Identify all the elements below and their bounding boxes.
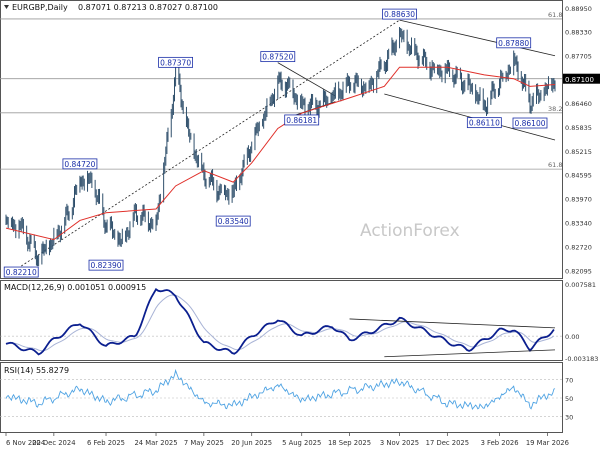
annotation-label: 0.82210 bbox=[6, 268, 37, 277]
rsi-tick-label: 70 bbox=[565, 377, 573, 385]
date-tick-label: 3 Feb 2026 bbox=[481, 439, 519, 447]
macd-signal-line bbox=[5, 294, 555, 352]
fib-label: 38.2 bbox=[548, 105, 562, 113]
ma-line bbox=[5, 66, 556, 241]
price-tick-label: 0.84595 bbox=[565, 172, 592, 180]
date-tick-label: 7 May 2025 bbox=[184, 439, 224, 447]
dropdown-triangle-icon[interactable] bbox=[4, 5, 9, 9]
price-tick-label: 0.85215 bbox=[565, 148, 592, 156]
watermark: ActionForex bbox=[360, 221, 460, 241]
annotation-label: 0.82390 bbox=[91, 261, 122, 270]
macd-line bbox=[5, 288, 555, 356]
annotation-box bbox=[88, 259, 124, 271]
channel-upper-line bbox=[399, 19, 556, 57]
price-panel-frame bbox=[0, 0, 563, 279]
price-tick-label: 0.83970 bbox=[565, 196, 592, 204]
current-price-tag bbox=[563, 73, 600, 84]
macd-tick-label: -0.003183 bbox=[565, 355, 598, 363]
rsi-panel-frame bbox=[0, 362, 563, 433]
ohlc-values: 0.87071 0.87213 0.87027 0.87100 bbox=[78, 3, 218, 12]
date-tick-label: 5 Aug 2025 bbox=[282, 439, 321, 447]
macd-upper-trendline bbox=[349, 318, 556, 329]
rising-trendline bbox=[21, 19, 400, 267]
date-tick-label: 17 Dec 2025 bbox=[426, 439, 469, 447]
price-annotations: 0.82210 0.84720 0.82390 0.87370 0.83540 0.875… bbox=[3, 8, 548, 278]
price-tick-label: 0.82720 bbox=[565, 244, 592, 252]
macd-indicator: 0.007581 0.00 -0.003183 bbox=[0, 281, 598, 363]
annotation-label: 0.84720 bbox=[64, 160, 95, 169]
date-tick-label: 24 Mar 2025 bbox=[134, 439, 177, 447]
rsi-tick-label: 50 bbox=[565, 395, 573, 403]
annotation-box bbox=[284, 114, 320, 126]
price-axis: 0.88950 0.88330 0.87705 0.87100 0.86460 0.858… bbox=[563, 5, 600, 275]
rsi-header: RSI(14) 55.8279 bbox=[4, 366, 69, 375]
date-tick-label: 6 Nov 2024 bbox=[6, 439, 45, 447]
annotation-label: 0.87370 bbox=[160, 58, 191, 67]
macd-header: MACD(12,26,9) 0.001051 0.000915 bbox=[4, 283, 146, 292]
price-tick-label: 0.82095 bbox=[565, 267, 592, 275]
annotation-label: 0.86100 bbox=[514, 119, 545, 128]
channel-lower-line bbox=[384, 93, 556, 141]
price-tick-label: 0.87100 bbox=[565, 76, 594, 84]
price-tick-label: 0.85835 bbox=[565, 124, 592, 132]
annotation-label: 0.88630 bbox=[384, 10, 415, 19]
date-tick-label: 20 Jun 2025 bbox=[231, 439, 272, 447]
price-bars bbox=[5, 27, 556, 267]
macd-tick-label: 0.007581 bbox=[565, 281, 596, 289]
triangle-upper-line bbox=[277, 62, 336, 97]
price-tick-label: 0.86460 bbox=[565, 100, 592, 108]
annotation-box bbox=[382, 8, 417, 20]
date-tick-label: 18 Sep 2025 bbox=[328, 439, 371, 447]
price-tick-label: 0.88330 bbox=[565, 29, 592, 37]
date-tick-label: 6 Feb 2025 bbox=[87, 439, 125, 447]
annotation-box bbox=[158, 56, 193, 68]
price-tick-label: 0.83340 bbox=[565, 220, 592, 228]
annotation-box bbox=[62, 158, 98, 170]
annotation-label: 0.86110 bbox=[469, 119, 500, 128]
annotation-label: 0.87880 bbox=[498, 39, 529, 48]
rsi-indicator: 70 50 30 bbox=[0, 368, 573, 421]
annotation-box bbox=[215, 215, 251, 227]
level-lines: 61.8 38.2 61.8 bbox=[0, 11, 562, 170]
macd-lower-trendline bbox=[384, 349, 556, 358]
moving-average bbox=[5, 66, 556, 241]
annotation-box bbox=[466, 117, 502, 129]
annotation-label: 0.87520 bbox=[262, 53, 293, 62]
macd-panel-frame bbox=[0, 280, 563, 361]
rsi-tick-label: 30 bbox=[565, 413, 573, 421]
price-tick-label: 0.88950 bbox=[565, 5, 592, 13]
annotation-label: 0.83540 bbox=[218, 217, 249, 226]
price-tick-label: 0.87705 bbox=[565, 53, 592, 61]
fib-label: 61.8 bbox=[548, 11, 562, 19]
date-tick-label: 19 Mar 2026 bbox=[526, 439, 569, 447]
annotation-box bbox=[496, 37, 532, 49]
fib-label: 61.8 bbox=[548, 161, 562, 169]
macd-tick-label: 0.00 bbox=[565, 333, 579, 341]
annotation-label: 0.86181 bbox=[286, 116, 317, 125]
date-tick-label: 3 Nov 2025 bbox=[380, 439, 419, 447]
annotation-box bbox=[3, 266, 39, 278]
annotation-box bbox=[260, 51, 296, 63]
date-tick-label: 20 Dec 2024 bbox=[32, 439, 75, 447]
annotation-box bbox=[512, 117, 548, 129]
rsi-line bbox=[5, 368, 556, 410]
symbol-title: EURGBP,Daily bbox=[12, 3, 68, 12]
